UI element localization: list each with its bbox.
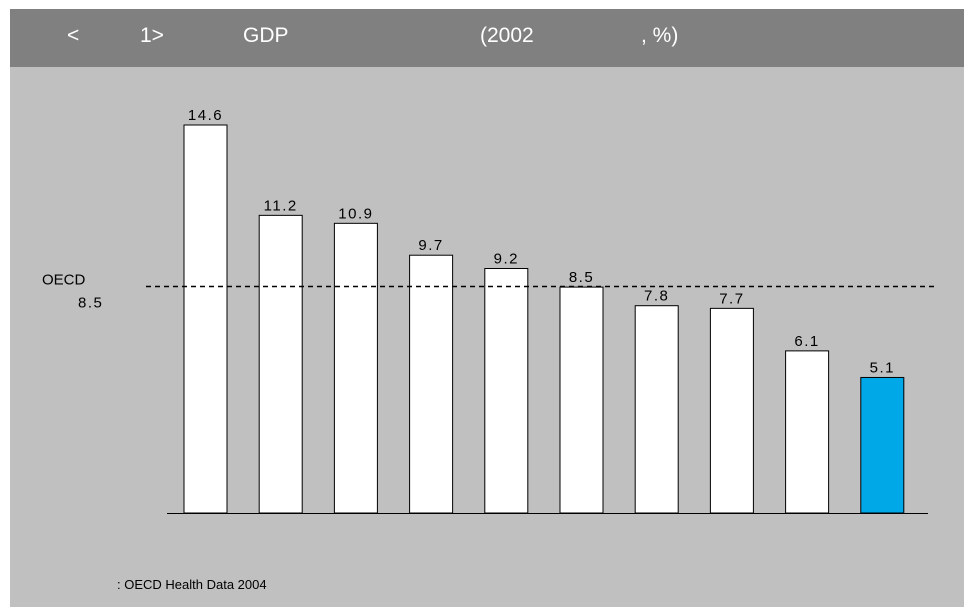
bar-value-label: 6.1 (794, 333, 819, 350)
bar (258, 214, 303, 514)
bar-value-label: 7.7 (719, 290, 744, 307)
reference-line-value: 8.5 (78, 295, 103, 312)
bar (409, 254, 454, 514)
title-part-bracket: < (67, 24, 80, 47)
bar (333, 222, 378, 514)
bar-value-label: 10.9 (338, 205, 373, 222)
bar-value-label: 8.5 (569, 269, 594, 286)
title-part-gdp: GDP (243, 24, 289, 47)
bar (860, 376, 905, 514)
reference-line-label: OECD (42, 272, 86, 289)
bar-chart: 14.6 11.2 10.9 9.7 9.2 8.5 7.8 7.7 6.1 5.1 OECD 8.5 (42, 107, 935, 514)
bar (634, 305, 679, 514)
chart-panel: < 1> GDP (2002 , %) 14.6 11.2 10.9 9.7 9.2 8.… (10, 9, 964, 607)
bar-value-label: 5.1 (870, 359, 895, 376)
title-part-unit: , %) (641, 24, 679, 47)
bar-value-label: 14.6 (188, 107, 223, 124)
bar-value-label: 9.7 (418, 237, 443, 254)
bar-value-label: 9.2 (494, 251, 519, 268)
title-part-number: 1> (140, 24, 164, 47)
bar (559, 286, 604, 514)
bar-value-label: 7.8 (644, 288, 669, 305)
bar (785, 350, 830, 514)
bar (484, 268, 529, 514)
bar-value-label: 11.2 (264, 197, 298, 214)
source-note: : OECD Health Data 2004 (117, 577, 267, 592)
bar (709, 307, 754, 514)
chart-title-bar: < 1> GDP (2002 , %) (10, 9, 964, 67)
bar (183, 124, 228, 514)
title-part-year: (2002 (480, 24, 534, 47)
